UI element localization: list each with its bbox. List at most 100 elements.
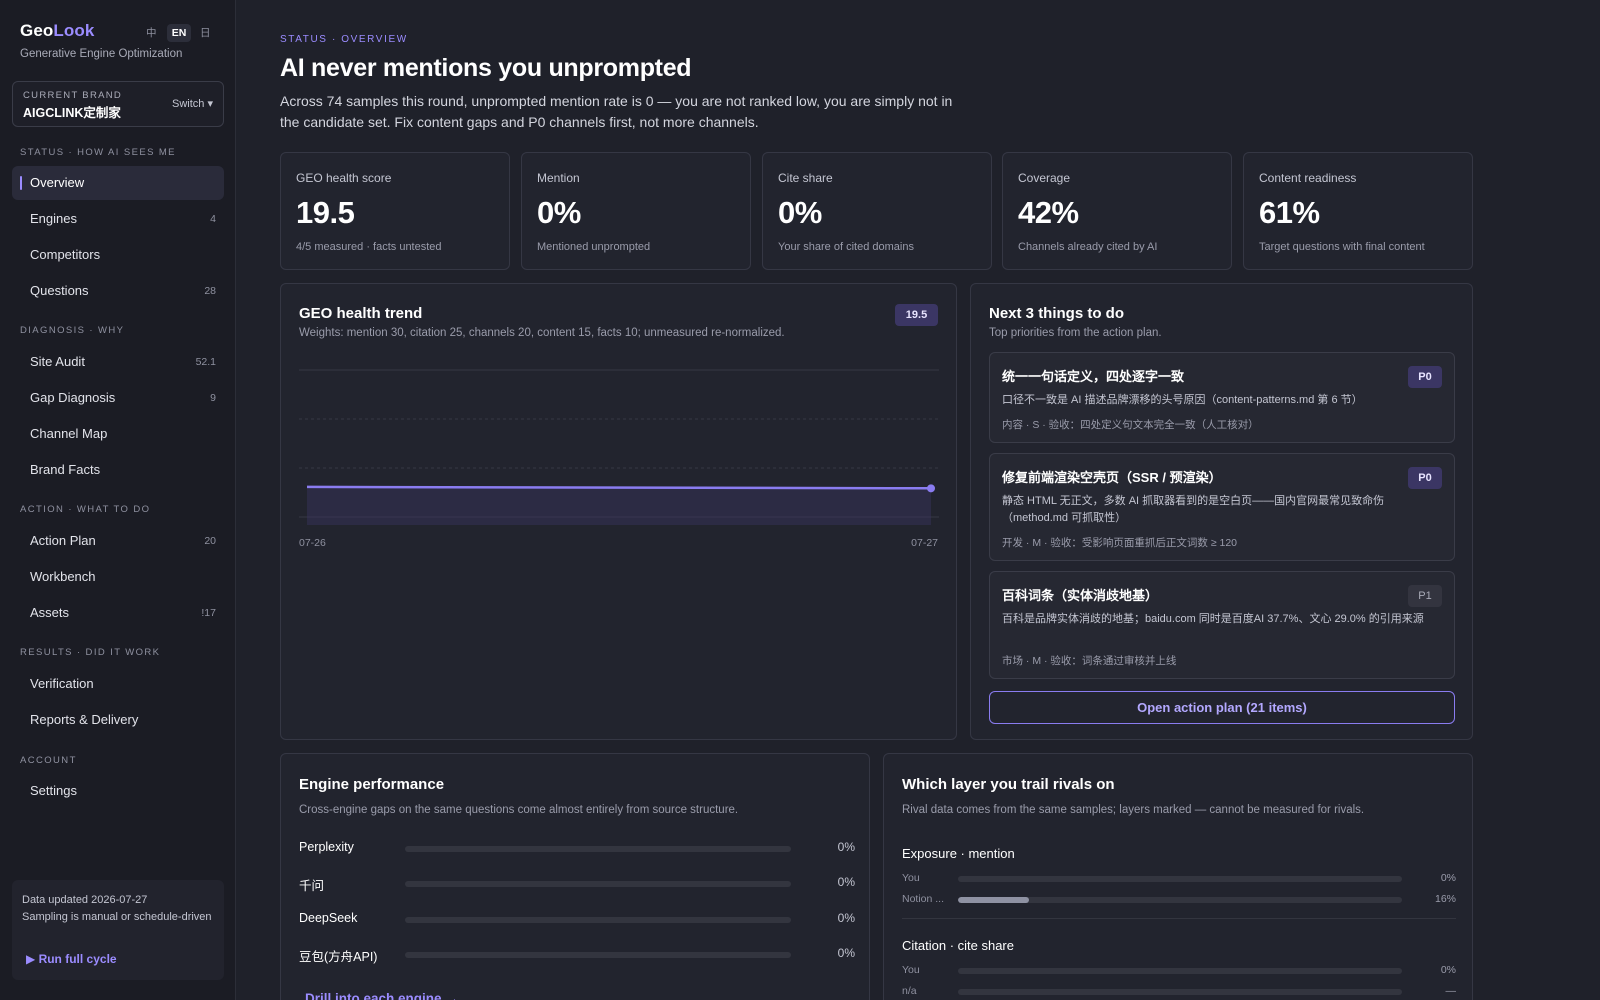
open-action-plan-button[interactable]: Open action plan (21 items) [989,691,1455,724]
sidebar-item-label: Settings [30,783,77,798]
sidebar-item-label: Action Plan [30,533,96,548]
kpi-value: 19.5 [296,195,355,230]
kpi-value: 0% [778,195,822,230]
engine-name: DeepSeek [299,911,358,925]
action-title: 统一一句话定义，四处逐字一致 [1002,369,1185,384]
sidebar-item-count: 9 [210,392,216,404]
engine-name: 豆包(方舟API) [299,950,378,964]
current-brand-box: CURRENT BRAND AIGCLINK定制家 Switch ▾ [12,81,224,127]
sidebar-item-action-plan[interactable]: Action Plan 20 [12,524,224,558]
action-meta: 开发 · M · 验收：受影响页面重抓后正文词数 ≥ 120 [1002,537,1238,549]
kpi-title: Mention [537,171,580,185]
sidebar-item-label: Assets [30,605,70,620]
action-title: 百科词条（实体消歧地基） [1002,588,1159,603]
sidebar-item-label: Reports & Delivery [30,712,139,727]
layer-row-pct: — [1445,985,1457,997]
lang-zh[interactable]: 中 [146,27,157,39]
sidebar-item-brand-facts[interactable]: Brand Facts [12,453,224,487]
layer-row: You 0% [902,964,1456,978]
sidebar-item-questions[interactable]: Questions 28 [12,274,224,308]
section-diagnosis: DIAGNOSIS · WHY [20,325,125,336]
kpi-sub: Target questions with final content [1259,241,1425,253]
action-item[interactable]: 统一一句话定义，四处逐字一致 P0 口径不一致是 AI 描述品牌漂移的头号原因（… [989,352,1455,443]
priority-badge: P0 [1408,366,1442,388]
layers-title: Which layer you trail rivals on [902,776,1115,793]
action-item[interactable]: 百科词条（实体消歧地基） P1 百科是品牌实体消歧的地基；baidu.com 同… [989,571,1455,679]
layer-bar-fill [958,897,1030,903]
lang-ja[interactable]: 日 [200,27,211,39]
brand-switch-button[interactable]: Switch ▾ [172,98,213,110]
layer-row: You 0% [902,872,1456,886]
kpi-sub: Mentioned unprompted [537,241,651,253]
engine-pct: 0% [837,840,855,854]
app-logo[interactable]: GeoLook [20,21,94,41]
engine-row[interactable]: DeepSeek 0% [299,909,855,929]
layer-divider [902,918,1456,919]
action-meta: 市场 · M · 验收：词条通过审核并上线 [1002,655,1177,667]
layer-group-title: Citation · cite share [902,938,1014,953]
sidebar-item-label: Competitors [30,247,101,262]
action-meta: 内容 · S · 验收：四处定义句文本完全一致（人工核对） [1002,419,1259,431]
lang-en[interactable]: EN [167,24,191,42]
sidebar-item-verification[interactable]: Verification [12,667,224,701]
engine-row[interactable]: 豆包(方舟API) 0% [299,944,855,964]
engine-pct: 0% [837,875,855,889]
layer-row-pct: 16% [1434,893,1456,905]
layer-row-pct: 0% [1440,964,1456,976]
sidebar-item-settings[interactable]: Settings [12,774,224,808]
layer-bar [958,876,1402,882]
section-status: STATUS · HOW AI SEES ME [20,147,176,158]
sidebar-item-gap-diagnosis[interactable]: Gap Diagnosis 9 [12,381,224,415]
app-tagline: Generative Engine Optimization [20,48,183,60]
geo-health-trend-panel: GEO health trend Weights: mention 30, ci… [280,283,957,740]
engines-title: Engine performance [299,776,445,793]
engine-row[interactable]: 千问 0% [299,873,855,893]
layer-bar [958,989,1402,995]
priority-badge: P1 [1408,585,1442,607]
sidebar-item-site-audit[interactable]: Site Audit 52.1 [12,345,224,379]
trend-x-label-end: 07-27 [911,537,938,549]
kpi-sub: Your share of cited domains [778,241,914,253]
page-title: AI never mentions you unprompted [280,54,692,82]
drill-into-engines-link[interactable]: Drill into each engine → [305,991,459,1000]
kpi-geo-health: GEO health score 19.5 4/5 measured · facts… [280,152,510,270]
trend-title: GEO health trend [299,305,423,322]
sidebar-item-competitors[interactable]: Competitors [12,238,224,272]
trend-score-badge: 19.5 [895,304,938,326]
action-desc: 百科是品牌实体消歧的地基；baidu.com 同时是百度AI 37.7%、文心 … [1002,613,1424,625]
layer-row-label: n/a [902,985,917,997]
kpi-sub: Channels already cited by AI [1018,241,1158,253]
sidebar-item-engines[interactable]: Engines 4 [12,202,224,236]
layer-row: Notion ... 16% [902,893,1456,907]
engine-bar [405,846,791,852]
current-brand-label: CURRENT BRAND [23,90,123,101]
kpi-value: 61% [1259,195,1320,230]
sampling-text: Sampling is manual or schedule-driven [22,911,212,923]
run-full-cycle-button[interactable]: ▶ Run full cycle [26,952,117,966]
rival-layers-panel: Which layer you trail rivals on Rival da… [883,753,1473,1000]
engine-pct: 0% [837,911,855,925]
page-kicker: STATUS · OVERVIEW [280,34,408,45]
trend-chart [299,369,939,525]
sidebar-item-channel-map[interactable]: Channel Map [12,417,224,451]
sidebar-footer: Data updated 2026-07-27 Sampling is manua… [12,880,224,980]
sidebar-item-reports-delivery[interactable]: Reports & Delivery [12,703,224,737]
action-title: 修复前端渲染空壳页（SSR / 预渲染） [1002,470,1222,485]
sidebar-item-overview[interactable]: Overview [12,166,224,200]
trend-line [306,485,932,490]
sidebar-item-assets[interactable]: Assets !17 [12,596,224,630]
section-results: RESULTS · DID IT WORK [20,647,161,658]
kpi-title: Cite share [778,171,833,185]
engine-bar [405,917,791,923]
sidebar-item-label: Brand Facts [30,462,101,477]
engine-pct: 0% [837,946,855,960]
sidebar: GeoLook Generative Engine Optimization 中… [0,0,236,1000]
layer-group-title: Exposure · mention [902,846,1015,861]
action-item[interactable]: 修复前端渲染空壳页（SSR / 预渲染） P0 静态 HTML 无正文，多数 A… [989,453,1455,561]
engine-row[interactable]: Perplexity 0% [299,838,855,858]
sidebar-item-count: 4 [210,213,216,225]
sidebar-item-workbench[interactable]: Workbench [12,560,224,594]
sidebar-item-label: Questions [30,283,89,298]
kpi-value: 0% [537,195,581,230]
sidebar-item-label: Overview [30,175,85,190]
